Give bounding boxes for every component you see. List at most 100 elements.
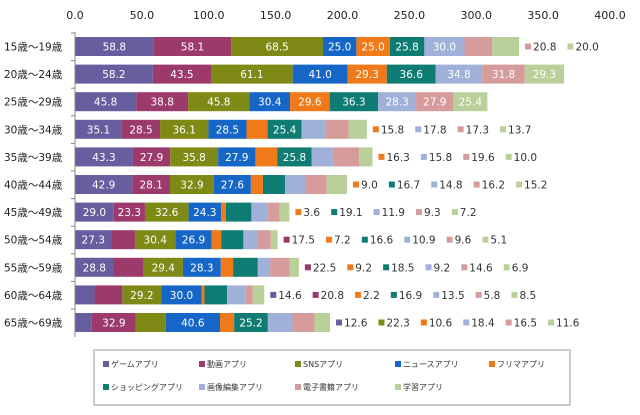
bar-segment (305, 175, 327, 194)
data-label-swatch (446, 236, 453, 243)
data-label-swatch (463, 319, 470, 326)
legend-swatch (395, 384, 401, 390)
bar-segment (175, 230, 212, 250)
bar-segment (75, 230, 112, 250)
bar-segment (322, 37, 357, 56)
category-label: 40歳〜44歳 (4, 180, 63, 192)
bar-segment (252, 285, 265, 305)
bar-segment (245, 285, 253, 305)
data-label-swatch (433, 291, 440, 298)
category-label: 45歳〜49歳 (4, 207, 63, 219)
legend-item: フリマアプリ (489, 360, 545, 369)
bar-segment (188, 202, 222, 222)
bar-segment (153, 37, 232, 56)
data-label-swatch (304, 264, 311, 271)
data-label: 34.8 (447, 69, 470, 81)
bar-segment (257, 257, 271, 277)
data-label: 22.3 (386, 318, 409, 330)
data-label: 11.6 (556, 318, 580, 330)
bar-segment (311, 147, 333, 167)
data-label: 27.9 (423, 97, 446, 109)
bar-segment (289, 257, 299, 277)
data-label: 20.8 (533, 42, 556, 54)
data-label: 25.8 (395, 42, 418, 54)
legend-item: 学習アプリ (395, 382, 443, 392)
data-label-swatch (331, 209, 338, 216)
data-label-swatch (473, 181, 480, 188)
data-label: 17.8 (423, 124, 446, 136)
legend-label: 学習アプリ (403, 382, 443, 392)
bar-segment (249, 92, 291, 112)
legend-swatch (489, 361, 495, 367)
data-label: 40.6 (181, 318, 205, 330)
data-label: 16.5 (514, 318, 537, 330)
legend-label: 動画アプリ (207, 360, 247, 369)
bar-segment (347, 64, 387, 84)
data-label: 29.0 (83, 207, 106, 219)
bar-segment (121, 119, 161, 139)
data-label: 23.3 (118, 207, 141, 219)
bar-segment (169, 175, 214, 194)
bar-segment (435, 64, 483, 84)
bar-segment (492, 37, 520, 56)
data-label-swatch (420, 319, 427, 326)
data-label-swatch (525, 43, 532, 50)
data-label-swatch (295, 209, 302, 216)
bar-rows: 15歳〜19歳 58.8 58.1 68.5 25.0 25.0 25.8 30.0 20.8 2… (4, 32, 599, 332)
data-label: 29.2 (130, 290, 153, 302)
bar-segment (152, 64, 212, 84)
bar-segment (211, 230, 222, 250)
data-label-swatch (511, 291, 518, 298)
legend-swatch (103, 361, 109, 367)
bar-segment (325, 119, 349, 139)
bar-row: 40歳〜44歳 42.9 28.1 32.9 27.6 9.0 16.7 14.8 16.2 15… (4, 170, 547, 194)
data-label: 16.6 (370, 235, 394, 247)
data-label-swatch (270, 291, 277, 298)
bar-segment (143, 257, 183, 277)
bar-segment (267, 313, 293, 332)
legend-label: ニュースアプリ (403, 360, 459, 369)
data-label: 2.2 (363, 290, 380, 302)
data-label-swatch (548, 319, 555, 326)
data-label: 58.8 (103, 42, 126, 54)
data-label-swatch (347, 264, 354, 271)
bar-segment (227, 285, 246, 305)
bar-segment (111, 230, 135, 250)
data-label: 30.4 (144, 235, 168, 247)
data-label: 36.6 (400, 69, 424, 81)
bar-segment (329, 92, 379, 112)
data-label: 7.2 (460, 207, 477, 219)
bar-segment (270, 230, 278, 250)
bar-segment (255, 147, 278, 167)
data-label: 29.6 (298, 97, 322, 109)
bar-segment (416, 92, 454, 112)
legend-swatch (295, 384, 301, 390)
data-label-swatch (500, 126, 507, 133)
bar-segment (234, 313, 268, 332)
data-label-swatch (388, 181, 395, 188)
bar-segment (132, 147, 171, 167)
data-label-swatch (312, 291, 319, 298)
data-label-swatch (425, 264, 432, 271)
data-label: 43.5 (170, 69, 193, 81)
data-label: 16.3 (386, 152, 409, 164)
bar-segment (113, 257, 144, 277)
bar-segment (144, 202, 189, 222)
bar-segment (389, 37, 425, 56)
bar-segment (135, 313, 166, 332)
data-label: 27.9 (225, 152, 248, 164)
bar-segment (75, 313, 92, 332)
legend-item: SNSアプリ (295, 360, 343, 369)
bar-row: 20歳〜24歳 58.2 43.5 61.1 41.0 29.3 36.6 34.8 31.8 2… (4, 60, 564, 84)
data-label-swatch (475, 291, 482, 298)
data-label: 16.2 (482, 180, 505, 192)
bar-segment (314, 313, 331, 332)
x-tick-label: 350.0 (527, 9, 559, 22)
bar-segment (75, 64, 153, 84)
bar-segment (453, 92, 488, 112)
data-label: 25.2 (239, 318, 262, 330)
data-label: 45.8 (207, 97, 230, 109)
data-label: 31.8 (492, 69, 515, 81)
bar-segment (136, 92, 189, 112)
